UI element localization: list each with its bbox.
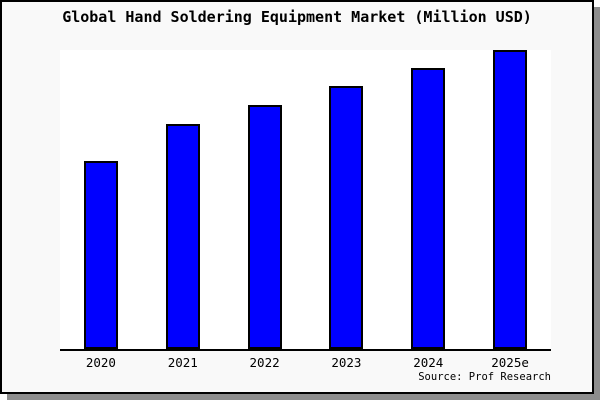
bar-2023 (329, 86, 364, 349)
bar-2021 (165, 124, 200, 349)
x-tick-2021: 2021 (167, 355, 198, 370)
plot-area (60, 50, 551, 351)
bar-2025e (493, 50, 528, 349)
bar-2024 (411, 68, 446, 349)
bar-2022 (247, 105, 282, 349)
x-tick-2020: 2020 (85, 355, 116, 370)
chart-title: Global Hand Soldering Equipment Market (… (62, 8, 532, 26)
source-credit: Source: Prof Research (418, 371, 551, 383)
figure-frame: Global Hand Soldering Equipment Market (… (0, 0, 594, 394)
bar-2020 (83, 161, 118, 349)
x-tick-2024: 2024 (413, 355, 444, 370)
x-tick-2025e: 2025e (491, 355, 529, 370)
x-tick-2022: 2022 (249, 355, 280, 370)
x-tick-2023: 2023 (331, 355, 362, 370)
